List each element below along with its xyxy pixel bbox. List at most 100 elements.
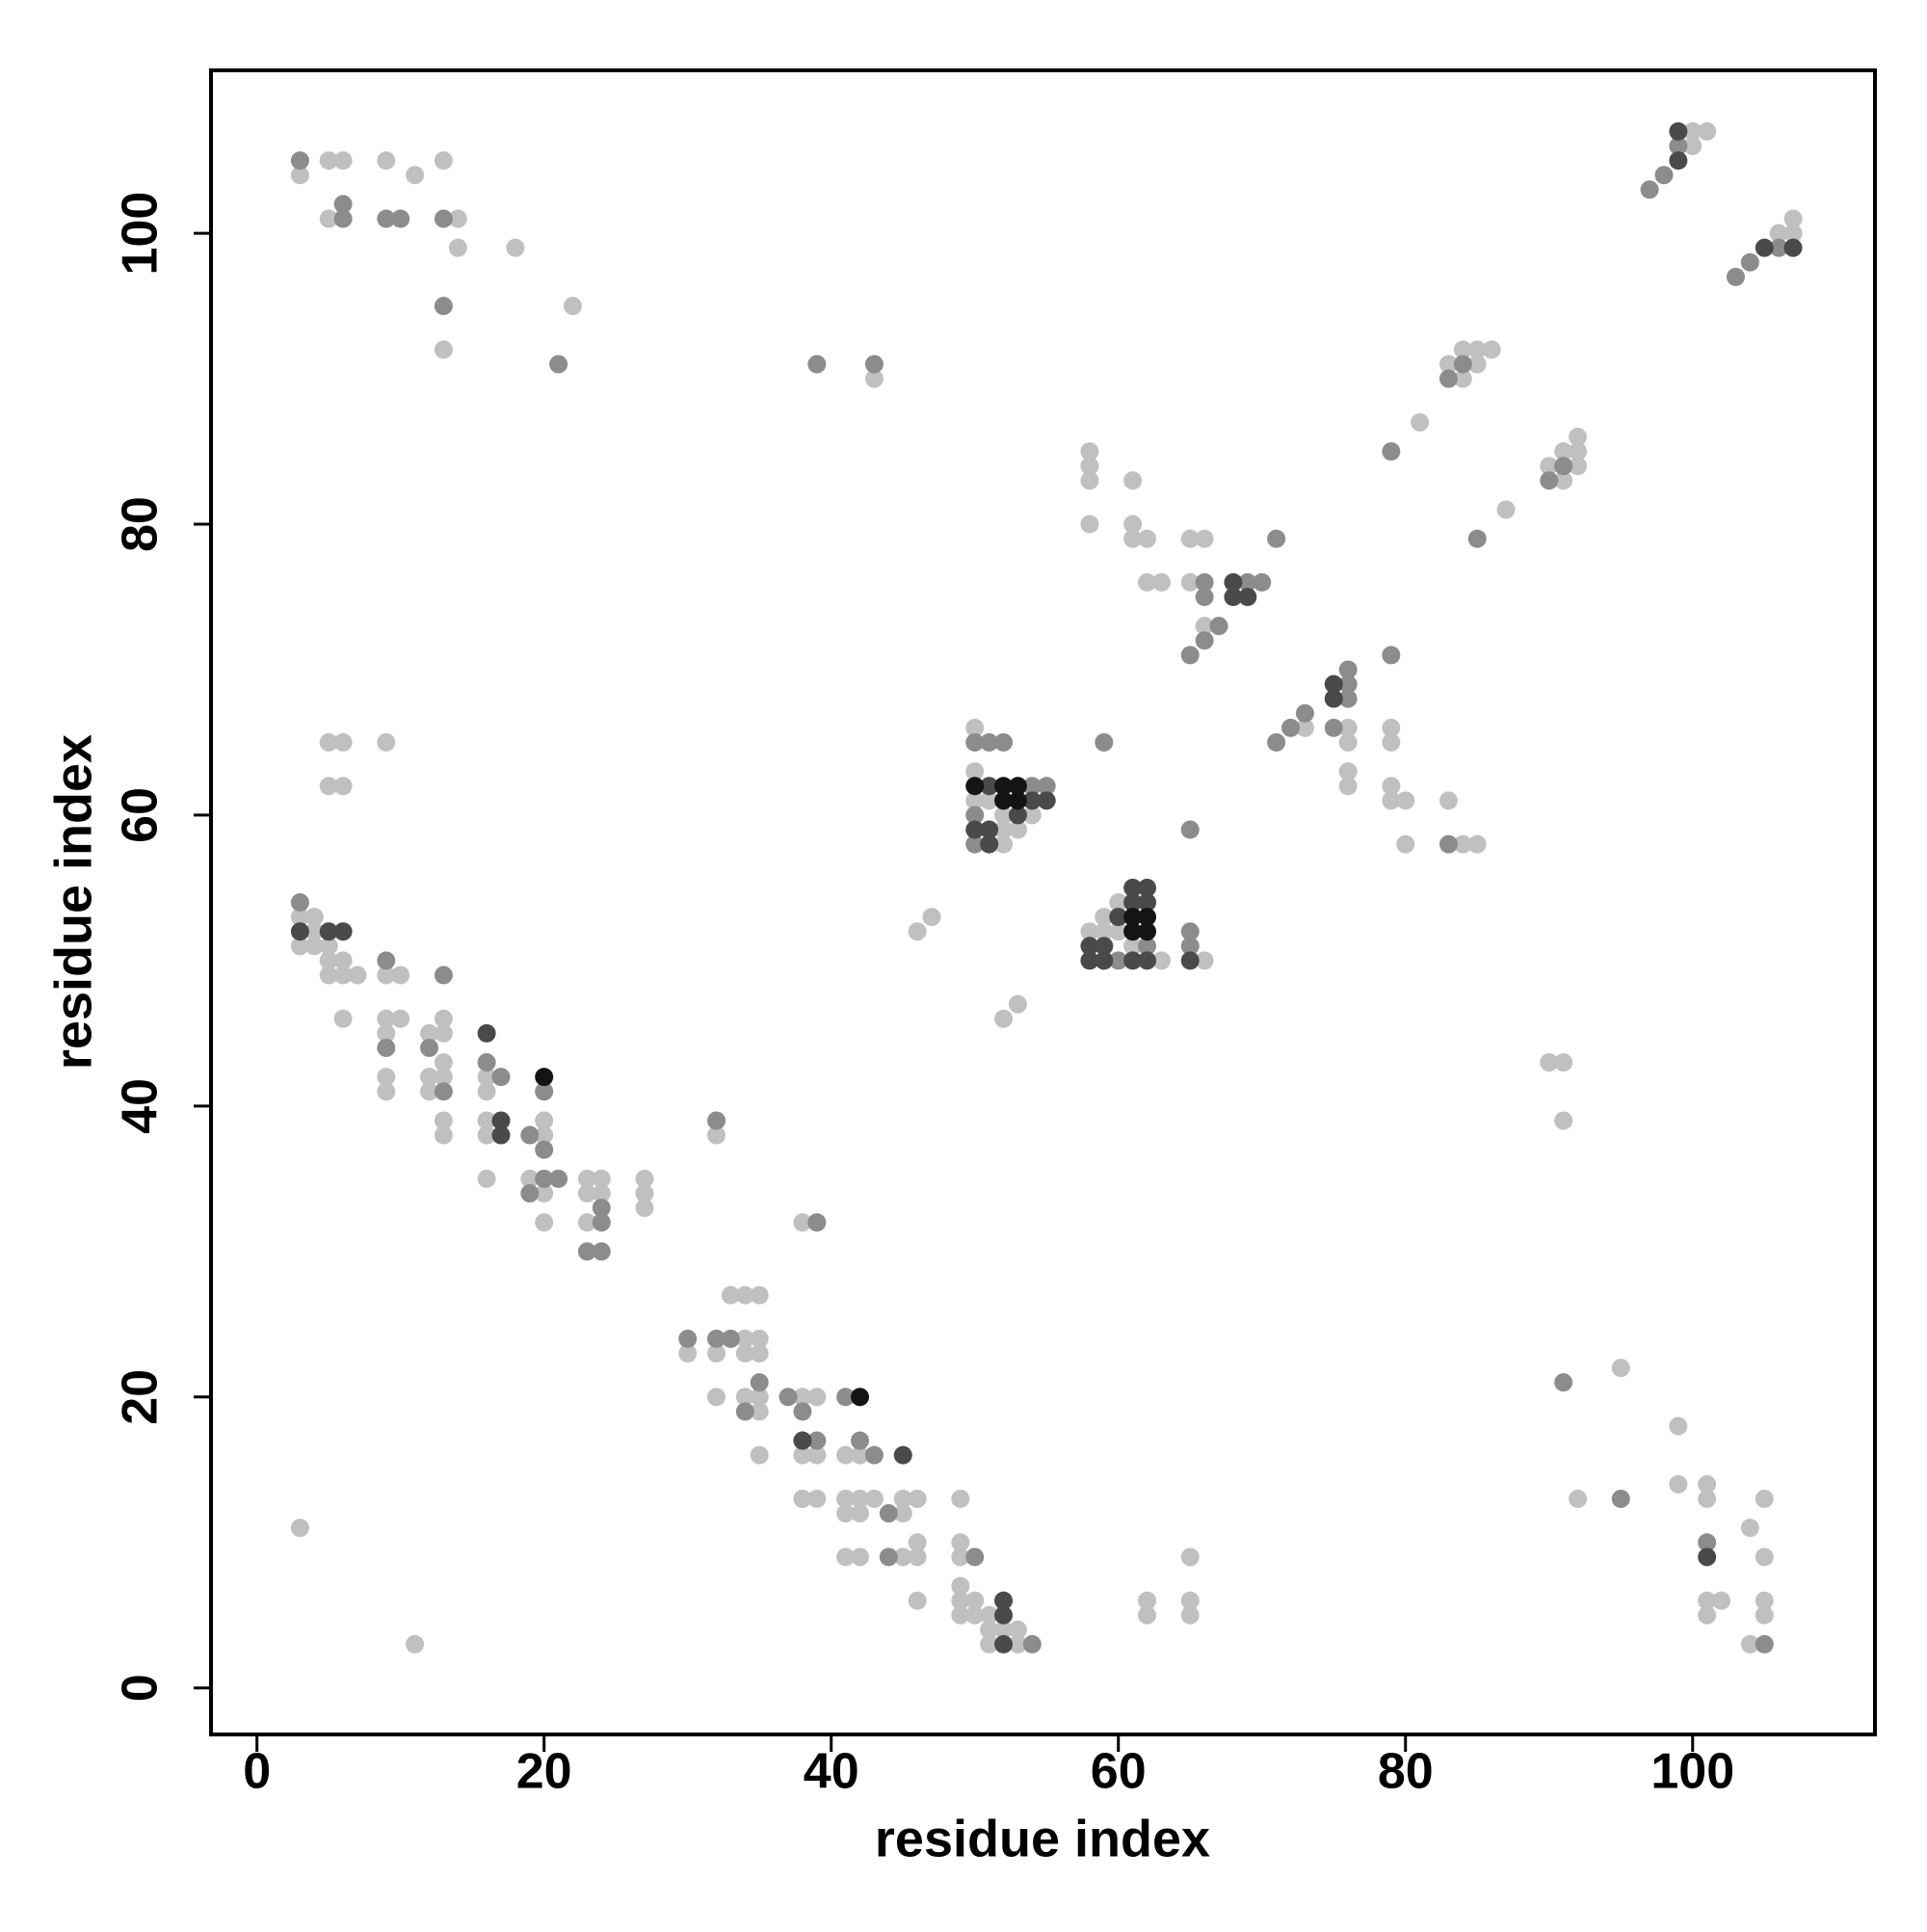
point xyxy=(1453,340,1472,359)
point xyxy=(434,209,453,228)
point xyxy=(1008,1634,1027,1654)
point xyxy=(406,1634,425,1654)
point xyxy=(377,732,396,752)
point xyxy=(333,195,353,214)
point xyxy=(1554,442,1573,462)
point xyxy=(535,1169,554,1188)
point xyxy=(707,1329,726,1348)
point xyxy=(419,1082,438,1101)
point xyxy=(1382,791,1401,810)
point xyxy=(1080,937,1099,956)
point xyxy=(377,1038,396,1057)
point xyxy=(1496,500,1516,519)
point xyxy=(1095,732,1114,752)
point xyxy=(1338,762,1358,781)
point xyxy=(1180,529,1200,548)
point xyxy=(721,1285,740,1305)
point xyxy=(1467,834,1487,854)
point xyxy=(1755,1548,1774,1567)
point xyxy=(1295,703,1314,723)
point xyxy=(1180,937,1200,956)
point xyxy=(1095,937,1114,956)
point xyxy=(1209,617,1228,636)
point xyxy=(1022,806,1042,825)
point xyxy=(290,1519,309,1538)
point xyxy=(851,1489,870,1508)
point xyxy=(520,1183,540,1203)
point xyxy=(994,1634,1014,1654)
point xyxy=(377,1068,396,1087)
point xyxy=(1180,572,1200,592)
point xyxy=(965,1548,985,1567)
point xyxy=(1439,791,1458,810)
point xyxy=(793,1489,812,1508)
point xyxy=(980,732,999,752)
point xyxy=(1611,1359,1630,1378)
point xyxy=(1138,1591,1157,1610)
point xyxy=(965,762,985,781)
point xyxy=(1338,732,1358,752)
point xyxy=(851,1388,870,1407)
point xyxy=(577,1169,596,1188)
point xyxy=(1123,471,1143,490)
point xyxy=(1382,732,1401,752)
point xyxy=(1698,1489,1717,1508)
point xyxy=(1396,834,1415,854)
point xyxy=(807,355,827,374)
point xyxy=(1569,442,1588,462)
point xyxy=(1195,529,1214,548)
point xyxy=(779,1388,798,1407)
point xyxy=(735,1343,754,1363)
point xyxy=(1740,1519,1759,1538)
point xyxy=(1740,1634,1759,1654)
point xyxy=(1281,718,1301,737)
point xyxy=(348,966,367,985)
point xyxy=(477,1125,496,1145)
point xyxy=(1080,515,1099,534)
point xyxy=(851,1548,870,1567)
point xyxy=(965,834,985,854)
point xyxy=(477,1111,496,1130)
point xyxy=(577,1242,596,1261)
point xyxy=(893,1445,912,1465)
point xyxy=(1554,457,1573,476)
point xyxy=(1554,471,1573,490)
point xyxy=(1267,529,1286,548)
point xyxy=(1569,457,1588,476)
point xyxy=(707,1125,726,1145)
point xyxy=(1195,587,1214,606)
point xyxy=(477,1053,496,1072)
point xyxy=(1195,631,1214,650)
point xyxy=(1467,340,1487,359)
point xyxy=(1382,777,1401,796)
point xyxy=(477,1082,496,1101)
point xyxy=(1180,1548,1200,1567)
point xyxy=(434,1111,453,1130)
point xyxy=(879,1548,898,1567)
point xyxy=(1740,252,1759,272)
point xyxy=(951,1548,970,1567)
point xyxy=(1654,166,1674,185)
point xyxy=(434,1125,453,1145)
point xyxy=(434,1068,453,1087)
point xyxy=(994,791,1014,810)
point xyxy=(1396,791,1415,810)
point xyxy=(377,951,396,970)
point xyxy=(965,777,985,796)
point xyxy=(491,1068,511,1087)
point xyxy=(836,1388,856,1407)
x-tick-label: 0 xyxy=(243,1744,271,1800)
point xyxy=(535,1213,554,1232)
point xyxy=(391,209,410,228)
point xyxy=(1180,646,1200,665)
point xyxy=(1138,893,1157,912)
point xyxy=(1080,442,1099,462)
point xyxy=(1123,908,1143,927)
point xyxy=(965,820,985,839)
point xyxy=(377,1082,396,1101)
point xyxy=(1180,820,1200,839)
point xyxy=(994,1620,1014,1639)
point xyxy=(377,209,396,228)
point xyxy=(980,820,999,839)
point xyxy=(1138,908,1157,927)
